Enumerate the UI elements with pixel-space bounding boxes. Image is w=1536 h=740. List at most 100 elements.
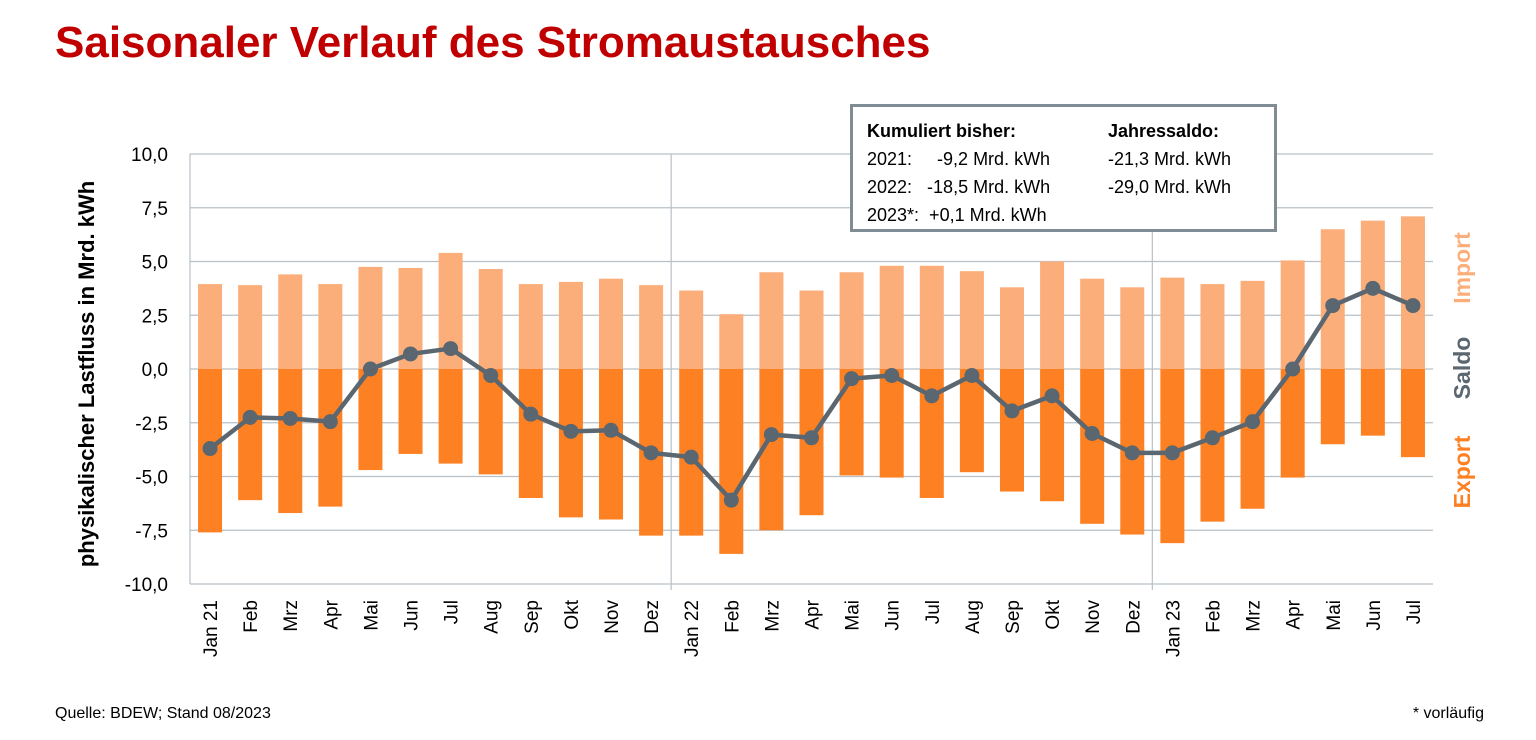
import-bar [1120, 287, 1145, 369]
info-row-2023-annual [1108, 201, 1231, 229]
x-tick-label: Mai [1324, 600, 1345, 631]
export-bar [478, 369, 503, 475]
export-bar [879, 369, 904, 478]
import-bar [639, 285, 664, 369]
export-bar [1200, 369, 1225, 522]
x-tick-label: Aug [963, 600, 984, 634]
info-col-cumulative: Kumuliert bisher: 2021: -9,2 Mrd. kWh 20… [867, 117, 1050, 229]
saldo-point [483, 367, 499, 383]
info-col-annual: Jahressaldo: -21,3 Mrd. kWh -29,0 Mrd. k… [1108, 117, 1231, 229]
saldo-point [1365, 280, 1381, 296]
x-tick-label: Nov [602, 600, 623, 634]
export-bar [1280, 369, 1305, 478]
saldo-point [763, 427, 779, 443]
export-bar [719, 369, 744, 554]
x-tick-label: Apr [1284, 599, 1305, 629]
import-bar [919, 265, 944, 369]
x-tick-label: Feb [722, 600, 743, 633]
saldo-point [523, 406, 539, 422]
saldo-point [683, 449, 699, 465]
x-tick-label: Sep [1003, 600, 1024, 634]
saldo-point [362, 361, 378, 377]
export-bar [599, 369, 624, 520]
saldo-point [924, 388, 940, 404]
x-tick-label: Jan 22 [682, 600, 703, 657]
x-tick-label: Mrz [1244, 600, 1265, 632]
saldo-point [282, 410, 298, 426]
import-bar [1080, 278, 1105, 369]
import-bar [679, 290, 704, 369]
x-tick-label: Apr [321, 599, 342, 629]
export-bar [278, 369, 303, 514]
import-bar [959, 271, 984, 369]
y-tick-label: -7,5 [135, 521, 168, 542]
import-bar [478, 269, 503, 369]
saldo-point [242, 409, 258, 425]
saldo-point [403, 346, 419, 362]
saldo-point [804, 430, 819, 446]
export-bar [238, 369, 263, 501]
export-bar [1240, 369, 1265, 509]
saldo-point [884, 367, 900, 383]
import-bar [1280, 260, 1305, 369]
x-tick-label: Jun [883, 600, 904, 631]
info-row-2021-cumulative: 2021: -9,2 Mrd. kWh [867, 149, 1051, 169]
saldo-point [844, 371, 860, 387]
export-bar [518, 369, 543, 498]
x-tick-label: Mai [361, 600, 382, 631]
export-bar [558, 369, 583, 518]
x-tick-label: Jun [1364, 600, 1385, 631]
x-tick-label: Jul [442, 600, 463, 624]
y-tick-label: 10,0 [131, 145, 168, 166]
saldo-point [1004, 403, 1020, 419]
export-bar [318, 369, 343, 507]
info-header-annual: Jahressaldo: [1108, 121, 1220, 141]
y-tick-label: -2,5 [135, 414, 168, 435]
export-bar [999, 369, 1024, 492]
import-bar [318, 284, 343, 369]
import-bar [839, 272, 864, 369]
import-bar [558, 281, 583, 369]
x-tick-label: Jun [402, 600, 423, 631]
export-bar [438, 369, 463, 464]
export-bar [398, 369, 423, 454]
y-tick-label: -10,0 [125, 575, 168, 596]
export-bar [358, 369, 383, 471]
saldo-point [603, 422, 619, 438]
chart-title: Saisonaler Verlauf des Stromaustausches [55, 18, 931, 67]
import-bar [719, 314, 744, 369]
info-header-cumulative: Kumuliert bisher: [867, 121, 1017, 141]
export-bar [1400, 369, 1425, 458]
info-row-2021-annual: -21,3 Mrd. kWh [1108, 149, 1232, 169]
x-tick-label: Mai [843, 600, 864, 631]
info-row-2022-annual: -29,0 Mrd. kWh [1108, 177, 1232, 197]
saldo-point [964, 367, 980, 383]
x-tick-label: Feb [1203, 600, 1224, 633]
import-bar [599, 278, 624, 369]
export-bar [959, 369, 984, 473]
saldo-point [322, 414, 338, 430]
x-tick-label: Sep [522, 600, 543, 634]
import-bar [198, 284, 223, 369]
saldo-point [1124, 445, 1140, 461]
x-tick-label: Dez [642, 600, 663, 634]
legend-export: Export [1449, 435, 1475, 508]
export-bar [919, 369, 944, 498]
saldo-point [1325, 298, 1341, 314]
saldo-point [1044, 388, 1060, 404]
cumulative-info-box: Kumuliert bisher: 2021: -9,2 Mrd. kWh 20… [850, 104, 1277, 232]
saldo-point [1204, 430, 1220, 446]
import-bar [799, 290, 824, 369]
saldo-point [1164, 445, 1180, 461]
x-tick-label: Mrz [281, 600, 302, 632]
import-bar [1040, 261, 1065, 369]
x-tick-label: Jul [1404, 600, 1425, 624]
info-row-2022-cumulative: 2022: -18,5 Mrd. kWh [867, 177, 1051, 197]
import-bar [1160, 277, 1185, 369]
saldo-point [1245, 414, 1261, 430]
saldo-point [1405, 298, 1421, 314]
export-bar [1080, 369, 1105, 524]
y-tick-label: -5,0 [135, 468, 168, 489]
import-bar [1400, 216, 1425, 369]
x-tick-label: Apr [803, 599, 824, 629]
